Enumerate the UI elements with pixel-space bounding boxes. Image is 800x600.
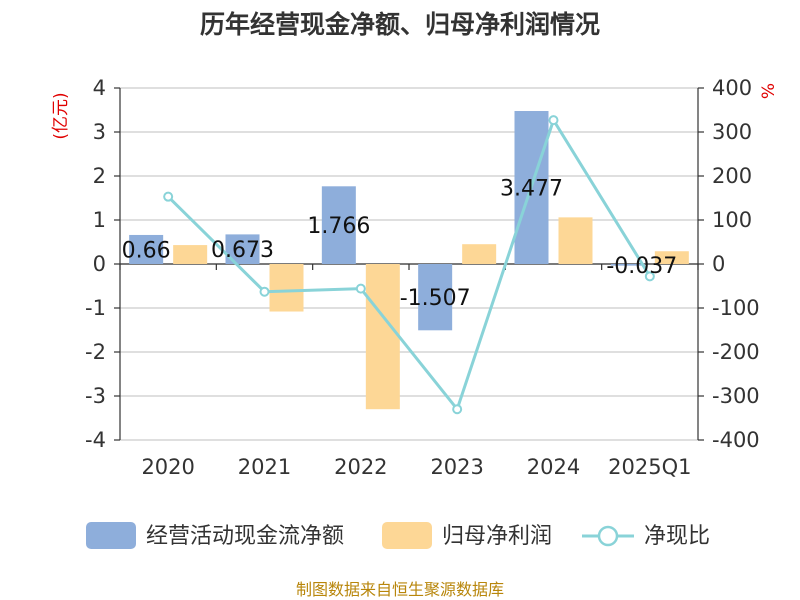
left-axis-unit: (亿元) xyxy=(51,92,71,139)
ratio-polyline xyxy=(167,116,652,413)
cashflow-data-label: 0.66 xyxy=(122,238,171,263)
ratio-point xyxy=(259,286,270,297)
legend-swatch-cashflow xyxy=(86,522,136,549)
right-tick-label: -100 xyxy=(712,296,760,320)
x-tick-label: 2023 xyxy=(430,455,483,479)
legend-label-ratio: 净现比 xyxy=(644,524,710,549)
x-tick-label: 2025Q1 xyxy=(608,455,691,479)
cashflow-data-label: 3.477 xyxy=(500,177,563,202)
left-tick-label: 3 xyxy=(93,120,106,144)
ratio-point xyxy=(452,404,463,415)
cashflow-data-label: 1.766 xyxy=(307,214,370,239)
profit-bar xyxy=(365,264,400,410)
left-tick-label: 4 xyxy=(93,76,106,100)
legend-marker-ratio xyxy=(597,525,619,547)
left-tick-label: 0 xyxy=(93,252,106,276)
legend: 经营活动现金流净额 归母净利润 净现比 xyxy=(86,522,710,549)
ratio-point xyxy=(355,283,366,294)
cashflow-data-label: 0.673 xyxy=(211,238,274,263)
profit-bar xyxy=(654,251,689,264)
x-tick-label: 2020 xyxy=(141,455,194,479)
left-tick-label: -3 xyxy=(85,384,106,408)
cashflow-data-label: -0.037 xyxy=(606,254,677,279)
cashflow-data-label: -1.507 xyxy=(400,286,471,311)
cashflow-bar xyxy=(321,186,356,264)
axes: 4 3 2 1 0 -1 -2 -3 -4 400 300 200 100 0 -100 -200 -300 -4… xyxy=(85,76,760,479)
ratio-point xyxy=(548,115,559,126)
left-tick-label: -2 xyxy=(85,340,106,364)
profit-bar xyxy=(269,264,304,312)
right-tick-label: 400 xyxy=(712,76,752,100)
ratio-point xyxy=(644,271,655,282)
x-tick-label: 2021 xyxy=(238,455,291,479)
chart-title: 历年经营现金净额、归母净利润情况 xyxy=(200,10,600,39)
right-tick-label: -200 xyxy=(712,340,760,364)
cashflow-bar xyxy=(129,234,164,264)
cashflow-bar xyxy=(418,264,453,331)
left-tick-label: -1 xyxy=(85,296,106,320)
left-tick-label: 2 xyxy=(93,164,106,188)
bars xyxy=(129,111,689,410)
ratio-point xyxy=(163,191,174,202)
left-tick-label: 1 xyxy=(93,208,106,232)
left-tick-label: -4 xyxy=(85,428,106,452)
ratio-line xyxy=(163,115,655,415)
right-tick-label: -400 xyxy=(712,428,760,452)
profit-bar xyxy=(558,217,593,264)
right-tick-label: 0 xyxy=(712,252,725,276)
legend-swatch-profit xyxy=(382,522,432,549)
legend-label-profit: 归母净利润 xyxy=(442,524,552,549)
source-note: 制图数据来自恒生聚源数据库 xyxy=(296,580,504,599)
right-axis-unit: % xyxy=(759,83,779,99)
legend-label-cashflow: 经营活动现金流净额 xyxy=(146,524,344,549)
profit-bar xyxy=(462,244,497,264)
right-tick-label: 200 xyxy=(712,164,752,188)
right-tick-label: 300 xyxy=(712,120,752,144)
profit-bar xyxy=(173,245,208,264)
x-tick-label: 2022 xyxy=(334,455,387,479)
cashflow-bar xyxy=(610,264,645,266)
right-tick-label: 100 xyxy=(712,208,752,232)
data-labels: 0.66 0.673 1.766 -1.507 3.477 -0.037 xyxy=(122,177,678,312)
right-tick-label: -300 xyxy=(712,384,760,408)
x-tick-label: 2024 xyxy=(527,455,580,479)
